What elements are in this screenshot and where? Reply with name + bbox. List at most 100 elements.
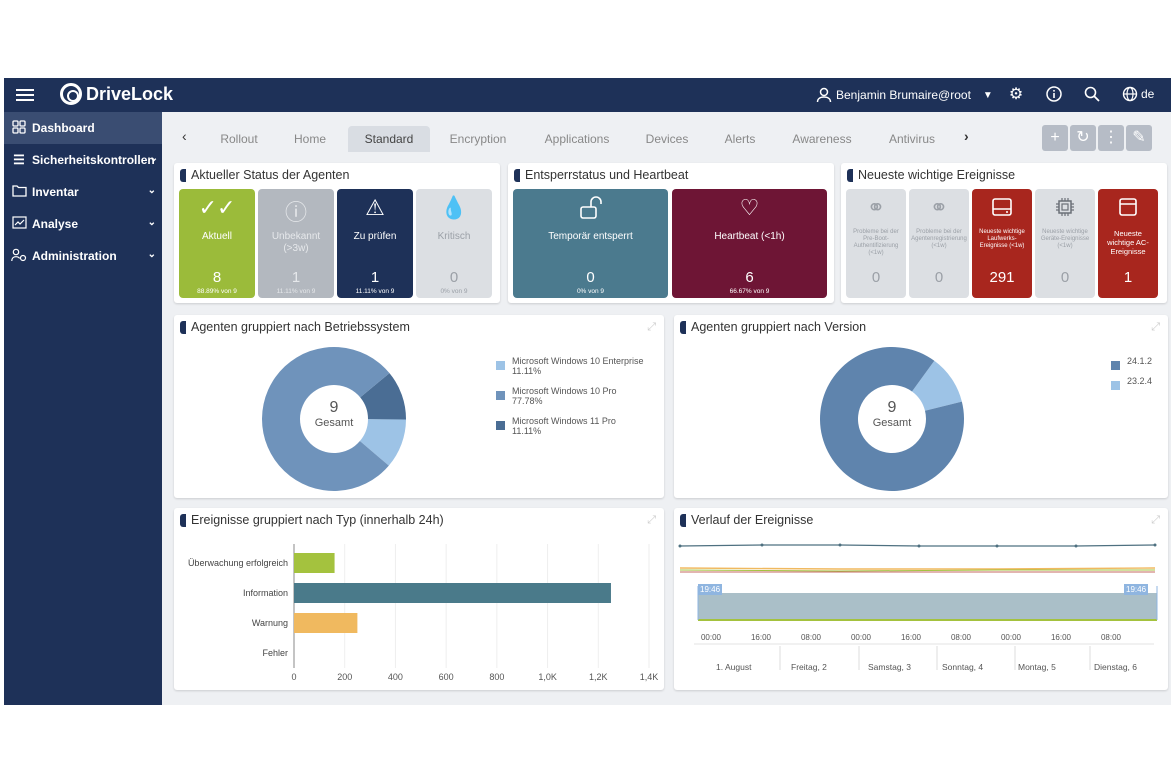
os-donut-chart [262,347,406,491]
user-menu[interactable]: Benjamin Brumaire@root ▼ [816,87,993,103]
bar[interactable] [294,613,358,633]
x-tick-label: 1,4K [640,672,659,682]
category-label: Warnung [252,618,288,628]
tab-standard[interactable]: Standard [348,126,430,152]
app-name: DriveLock [86,83,174,104]
tab-alerts[interactable]: Alerts [724,132,756,146]
language-selector[interactable]: de [1122,86,1154,102]
timeline-day: Dienstag, 6 [1094,662,1137,672]
donut-slice[interactable] [262,347,390,491]
heartbeat-icon: ♡ [739,195,760,220]
tab-rollout[interactable]: Rollout [220,132,258,146]
question-icon: ⓘ [284,200,307,225]
timeline-navigator [698,593,1157,620]
flame-icon: 💧 [440,195,468,220]
tab-home[interactable]: Home [293,132,326,146]
bar[interactable] [294,583,611,603]
legend-label: Microsoft Windows 10 Enterprise 11.11% [512,356,644,376]
logo-icon [60,83,82,105]
tile-unbekannt[interactable]: ⓘ Unbekannt (>3w) 1 11.11% von 9 [258,189,334,298]
sidebar-item-sicherheitskontrollen[interactable]: ☰ Sicherheitskontrollen ⌄ [4,144,162,176]
x-tick-label: 800 [489,672,504,682]
info-icon[interactable] [1044,85,1064,105]
tile-kritisch[interactable]: 💧 Kritisch 0 0% von 9 [416,189,492,298]
sidebar-item-administration[interactable]: Administration ⌄ [4,240,162,272]
expand-icon[interactable]: ⤢ [1151,321,1160,333]
settings-gear-icon[interactable]: ⚙ [1008,86,1024,103]
chevron-down-icon: ⌄ [149,153,158,164]
tab-awareness[interactable]: Awareness [792,132,852,146]
tile-ac-events[interactable]: Neueste wichtige AC-Ereignisse 1 [1098,189,1158,298]
tile-device-events[interactable]: Neueste wichtige Geräte-Ereignisse (<1w)… [1035,189,1095,298]
chart-icon [10,216,28,232]
timeline-tick: 00:00 [850,633,872,642]
legend-label: Microsoft Windows 10 Pro 77.78% [512,386,617,406]
chevron-down-icon: ▼ [982,89,993,101]
add-widget-button[interactable]: + [1042,125,1068,151]
edit-button[interactable]: ✎ [1126,125,1152,151]
card-title: Agenten gruppiert nach Version [680,320,866,334]
x-tick-label: 400 [388,672,403,682]
legend-swatch [496,421,505,430]
key-icon: ⚭ [929,195,949,220]
chip-icon [1035,195,1095,225]
tab-antivirus[interactable]: Antivirus [888,132,935,146]
card-title: Aktueller Status der Agenten [180,168,349,182]
event-type-chart-card: Ereignisse gruppiert nach Typ (innerhalb… [174,508,664,690]
sidebar-item-label: Dashboard [32,121,95,135]
refresh-button[interactable]: ↻ [1070,125,1096,151]
folder-icon [10,184,28,200]
tile-aktuell[interactable]: ✓✓ Aktuell 8 88.89% von 9 [179,189,255,298]
tab-applications[interactable]: Applications [544,132,610,146]
expand-icon[interactable]: ⤢ [647,321,656,333]
donut-slice[interactable] [911,360,962,411]
sidebar-item-label: Administration [32,249,117,263]
app-window: DriveLock Benjamin Brumaire@root ▼ ⚙ de … [4,78,1171,705]
sidebar-item-label: Analyse [32,217,79,231]
expand-icon[interactable]: ⤢ [647,514,656,526]
donut-center: 9 Gesamt [872,399,912,429]
donut-slice[interactable] [820,346,964,491]
timeline-day: Freitag, 2 [791,662,827,672]
category-label: Überwachung erfolgreich [188,558,288,568]
tile-preboot-problems[interactable]: ⚭ Probleme bei der Pre-Boot-Authentifizi… [846,189,906,298]
search-icon[interactable] [1082,85,1102,105]
sidebar-item-inventar[interactable]: Inventar ⌄ [4,176,162,208]
tile-heartbeat[interactable]: ♡ Heartbeat (<1h) 6 66.67% von 9 [672,189,827,298]
range-end-tag[interactable]: 19:46 [1124,584,1149,595]
os-chart-card: Agenten gruppiert nach Betriebssystem ⤢ … [174,315,664,498]
sidebar-item-analyse[interactable]: Analyse ⌄ [4,208,162,240]
tile-zu-pruefen[interactable]: ⚠ Zu prüfen 1 11.11% von 9 [337,189,413,298]
menu-icon[interactable] [16,86,34,104]
timeline-tick: 16:00 [1050,633,1072,642]
x-tick-label: 1,2K [589,672,608,682]
range-start-tag[interactable]: 19:46 [698,584,723,595]
language-label: de [1141,87,1155,101]
expand-icon[interactable]: ⤢ [1151,514,1160,526]
key-icon: ⚭ [866,195,886,220]
list-check-icon: ☰ [13,152,25,167]
card-title: Verlauf der Ereignisse [680,513,813,527]
tab-devices[interactable]: Devices [645,132,689,146]
legend-swatch [496,361,505,370]
more-options-button[interactable]: ⋮ [1098,125,1124,151]
donut-center: 9 Gesamt [314,399,354,429]
card-title: Ereignisse gruppiert nach Typ (innerhalb… [180,513,444,527]
bar[interactable] [294,553,335,573]
tab-encryption[interactable]: Encryption [449,132,507,146]
timeline-series-line [679,567,1156,570]
legend-swatch [1111,381,1120,390]
donut-slice[interactable] [359,419,406,466]
sidebar-item-dashboard[interactable]: Dashboard [4,112,162,144]
tabs-next-icon[interactable]: › [964,128,969,144]
category-label: Information [243,588,288,598]
category-label: Fehler [262,648,288,658]
tile-temporaer-entsperrt[interactable]: Temporär entsperrt 0 0% von 9 [513,189,668,298]
tile-drive-events[interactable]: Neueste wichtige Laufwerks-Ereignisse (<… [972,189,1032,298]
timeline-day: Sonntag, 4 [942,662,984,672]
legend-label: Microsoft Windows 11 Pro 11.11% [512,416,616,436]
tabs-prev-icon[interactable]: ‹ [182,128,187,144]
donut-slice[interactable] [360,373,406,420]
legend-swatch [1111,361,1120,370]
tile-registration-problems[interactable]: ⚭ Probleme bei der Agentenregistrierung … [909,189,969,298]
